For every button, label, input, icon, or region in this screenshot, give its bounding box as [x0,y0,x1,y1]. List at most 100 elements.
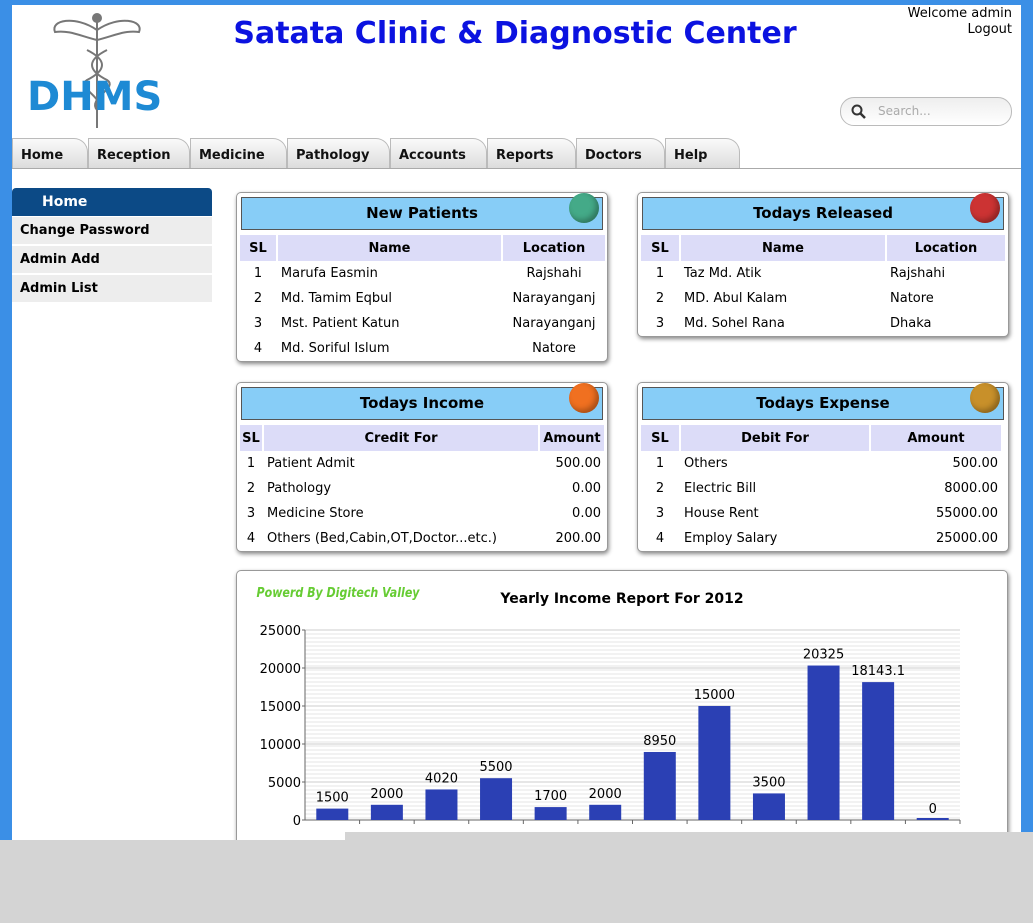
data-label: 8950 [643,734,676,749]
table-cell: 3 [655,316,665,331]
chart: Powerd By Digitech Valley Yearly Income … [257,585,961,829]
nav-tab[interactable]: Doctors [576,138,665,168]
table-cell: Pathology [267,481,332,496]
table-cell: 1 [253,266,263,281]
table-row: 1 Patient Admit 500.00 [240,451,604,476]
data-label: 2000 [589,787,622,802]
panel: Todays Expense SL Debit For Amount 1 Others 50… [637,382,1009,552]
sidebar-item[interactable]: Admin List [12,275,212,302]
logo: DHMS [27,13,162,128]
y-tick-label: 10000 [260,738,301,753]
column-header: Amount [540,425,604,451]
table-cell: Natore [532,341,576,356]
table-cell: Rajshahi [890,266,946,281]
table-cell: Mst. Patient Katun [280,316,400,331]
overlay-strip [345,832,1033,840]
table-cell: Taz Md. Atik [684,266,762,281]
table-cell: 25000.00 [935,531,998,546]
column-header: SL [641,235,679,261]
table-header: SL Name Location [240,235,605,261]
panel-title: Todays Income [241,387,603,420]
nav-tab[interactable]: Home [12,138,88,168]
bar [589,804,622,820]
table-header: SL Name Location [641,235,1005,261]
panel-icon [970,193,1000,223]
nav-tab[interactable]: Help [665,138,740,168]
table-cell: 55000.00 [935,506,998,521]
sidebar-title[interactable]: Home [12,188,212,216]
table-row: 3 House Rent 55000.00 [641,501,1001,526]
table-cell: Others (Bed,Cabin,OT,Doctor...etc.) [267,531,497,546]
table-header: SL Credit For Amount [240,425,604,451]
data-label: 2000 [370,787,403,802]
data-label: 0 [929,802,937,817]
bar [698,706,731,820]
data-label: 5500 [479,760,512,775]
logout-link[interactable]: Logout [967,22,1012,37]
table-cell: House Rent [684,506,759,521]
panel-title: New Patients [241,197,603,230]
welcome: Welcome admin [907,6,1012,21]
table-cell: 0.00 [572,481,601,496]
table-cell: Employ Salary [684,531,778,546]
data-table: SL Debit For Amount 1 Others 500.00 2 Electric … [639,425,1003,551]
table-row: 2 Md. Tamim Eqbul Narayanganj [240,286,605,311]
search-box[interactable]: Search... [840,97,1012,126]
table-cell: 500.00 [555,456,602,471]
table-cell: 1 [246,456,256,471]
table-cell: 0.00 [572,506,601,521]
table-cell: Natore [890,291,934,306]
panel-icon [569,383,599,413]
table-cell: MD. Abul Kalam [684,291,788,306]
bar [534,807,567,820]
panel-title: Todays Expense [642,387,1004,420]
nav-tab[interactable]: Reception [88,138,190,168]
table-cell: 8000.00 [944,481,998,496]
column-header: Debit For [681,425,869,451]
sidebar-item[interactable]: Admin Add [12,246,212,273]
table-cell: Rajshahi [526,266,582,281]
table-cell: 3 [655,506,665,521]
panel: New Patients SL Name Location 1 Marufa Easmin… [236,192,608,362]
table-cell: Dhaka [890,316,932,331]
table-row: 3 Mst. Patient Katun Narayanganj [240,311,605,336]
site-title: Satata Clinic & Diagnostic Center [233,16,797,51]
table-row: 4 Md. Soriful Islum Natore [240,336,605,361]
panel-icon [970,383,1000,413]
table-cell: 200.00 [555,531,602,546]
table-cell: Md. Soriful Islum [280,341,390,356]
table-row: 4 Others (Bed,Cabin,OT,Doctor...etc.) 200.… [240,526,604,551]
column-header: Name [681,235,885,261]
search-placeholder: Search... [878,104,931,118]
nav-tab[interactable]: Medicine [190,138,287,168]
data-table: SL Credit For Amount 1 Patient Admit 500.00 2 P… [238,425,606,551]
column-header: Location [887,235,1005,261]
nav-tab[interactable]: Accounts [390,138,487,168]
table-cell: 500.00 [952,456,999,471]
column-header: SL [240,235,276,261]
nav-tab[interactable]: Pathology [287,138,390,168]
table-row: 2 Electric Bill 8000.00 [641,476,1001,501]
table-row: 3 Medicine Store 0.00 [240,501,604,526]
sidebar-item[interactable]: Change Password [12,217,212,244]
data-label: 4020 [425,771,458,786]
table-cell: 4 [253,341,263,356]
nav-tab[interactable]: Reports [487,138,576,168]
search-icon [851,104,866,119]
table-cell: 1 [655,456,665,471]
data-label: 3500 [752,775,785,790]
table-cell: Electric Bill [684,481,757,496]
table-row: 1 Marufa Easmin Rajshahi [240,261,605,286]
data-label: 20325 [803,648,844,663]
table-row: 2 Pathology 0.00 [240,476,604,501]
bar [916,818,949,820]
bar [807,665,840,820]
table-cell: 4 [246,531,256,546]
bar [370,804,403,820]
table-cell: Narayanganj [512,291,596,306]
bar [316,808,349,820]
chart-title: Yearly Income Report For 2012 [499,591,743,607]
logo-text: DHMS [27,74,162,120]
data-table: SL Name Location 1 Taz Md. Atik Rajshahi 2 MD. … [639,235,1007,336]
